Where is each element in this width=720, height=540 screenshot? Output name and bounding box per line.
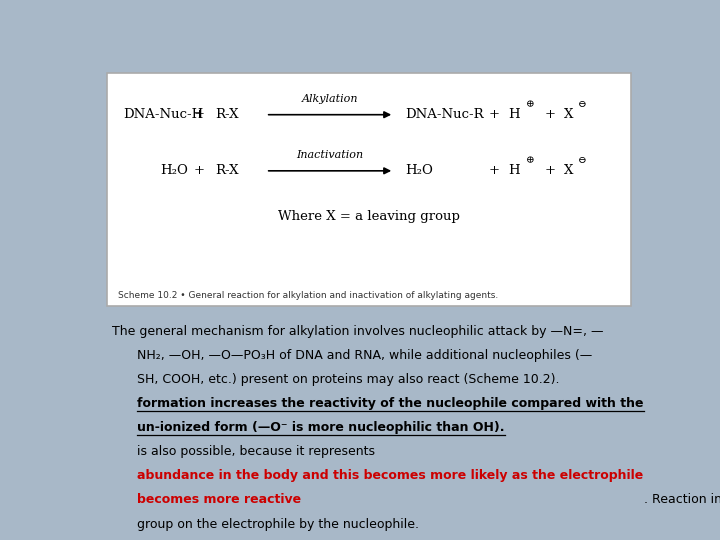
Text: R-X: R-X xyxy=(215,108,239,121)
Text: Where X = a leaving group: Where X = a leaving group xyxy=(278,210,460,223)
Text: H: H xyxy=(508,164,520,177)
Text: +: + xyxy=(489,164,500,177)
FancyBboxPatch shape xyxy=(107,73,631,306)
Text: H₂O: H₂O xyxy=(405,164,433,177)
Text: X: X xyxy=(564,108,574,121)
Text: Alkylation: Alkylation xyxy=(302,94,358,104)
Text: Inactivation: Inactivation xyxy=(297,150,364,160)
Text: SH, COOH, etc.) present on proteins may also react (Scheme 10.2).: SH, COOH, etc.) present on proteins may … xyxy=(138,373,564,386)
Text: ⊕: ⊕ xyxy=(526,100,535,109)
Text: +: + xyxy=(193,108,204,121)
Text: The general mechanism for alkylation involves nucleophilic attack by —N=, —: The general mechanism for alkylation inv… xyxy=(112,325,604,338)
Text: is also possible, because it represents: is also possible, because it represents xyxy=(138,446,379,458)
Text: H: H xyxy=(508,108,520,121)
Text: ⊕: ⊕ xyxy=(526,156,535,165)
Text: becomes more reactive: becomes more reactive xyxy=(138,494,302,507)
Text: H₂O: H₂O xyxy=(160,164,188,177)
Text: abundance in the body and this becomes more likely as the electrophile: abundance in the body and this becomes m… xyxy=(138,469,644,482)
Text: NH₂, —OH, —O—PO₃H of DNA and RNA, while additional nucleophiles (—: NH₂, —OH, —O—PO₃H of DNA and RNA, while … xyxy=(138,349,593,362)
Text: . Reaction involves displacement of a leaving: . Reaction involves displacement of a le… xyxy=(644,494,720,507)
Text: +: + xyxy=(193,164,204,177)
Text: +: + xyxy=(489,108,500,121)
Text: ⊖: ⊖ xyxy=(578,100,587,109)
Text: ⊖: ⊖ xyxy=(578,156,587,165)
Text: DNA-Nuc-R: DNA-Nuc-R xyxy=(405,108,484,121)
Text: formation increases the reactivity of the nucleophile compared with the: formation increases the reactivity of th… xyxy=(138,397,644,410)
Text: X: X xyxy=(564,164,574,177)
Text: un-ionized form (—O⁻ is more nucleophilic than OH).: un-ionized form (—O⁻ is more nucleophili… xyxy=(138,421,505,434)
Text: DNA-Nuc-H: DNA-Nuc-H xyxy=(124,108,204,121)
Text: group on the electrophile by the nucleophile.: group on the electrophile by the nucleop… xyxy=(138,518,423,531)
Text: +: + xyxy=(545,164,556,177)
Text: Scheme 10.2 • General reaction for alkylation and inactivation of alkylating age: Scheme 10.2 • General reaction for alkyl… xyxy=(118,291,498,300)
Text: R-X: R-X xyxy=(215,164,239,177)
Text: +: + xyxy=(545,108,556,121)
